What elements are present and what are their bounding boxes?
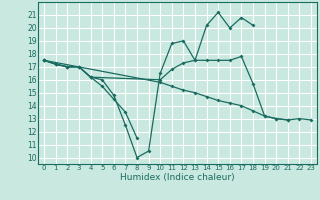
X-axis label: Humidex (Indice chaleur): Humidex (Indice chaleur) xyxy=(120,173,235,182)
